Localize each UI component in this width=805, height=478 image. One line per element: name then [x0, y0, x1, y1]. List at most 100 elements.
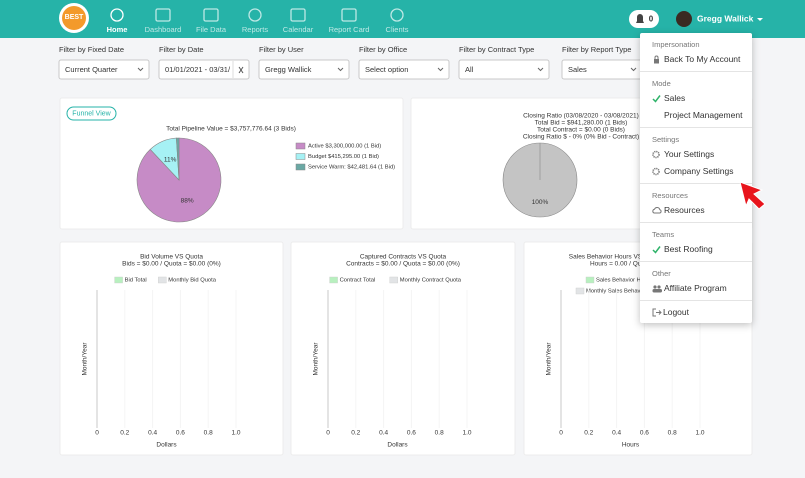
menu-item[interactable]: Back To My Account — [640, 51, 752, 68]
menu-item-label: Best Roofing — [664, 244, 713, 254]
avatar[interactable] — [676, 11, 692, 27]
x-tick-label: 0.4 — [379, 430, 388, 437]
pie-slice — [176, 137, 180, 181]
nav-item[interactable]: Clients — [386, 8, 409, 34]
user-name[interactable]: Gregg Wallick — [697, 13, 754, 23]
x-tick-label: 0.8 — [435, 430, 444, 437]
logo-inner — [62, 6, 86, 30]
button-frame — [66, 106, 117, 121]
nav-icon — [110, 8, 124, 22]
nav-item[interactable]: File Data — [196, 8, 227, 34]
menu-icon — [652, 111, 663, 120]
menu-icon — [652, 167, 660, 176]
chart-subtitle: Closing Ratio $ - 0% (0% Bid - Contract) — [523, 134, 639, 141]
arrow — [656, 309, 662, 315]
nav-item[interactable]: Report Card — [329, 8, 370, 34]
menu-heading: Other — [652, 269, 671, 278]
nav-item[interactable]: Calendar — [283, 8, 314, 34]
menu-item[interactable]: Best Roofing — [640, 241, 752, 258]
filter-control[interactable]: Sales — [561, 59, 643, 80]
x-tick-label: 1.0 — [695, 430, 704, 437]
menu-heading: Teams — [652, 230, 675, 239]
x-axis-label: Dollars — [156, 442, 177, 449]
menu-heading: Impersonation — [652, 40, 700, 49]
x-tick-label: 0.6 — [407, 430, 416, 437]
x-tick-label: 0.4 — [612, 430, 621, 437]
chart-subtitle: Total Bid = $941,280.00 (1 Bids) — [535, 120, 628, 127]
nav-item[interactable]: Home — [107, 8, 128, 34]
legend-swatch — [295, 153, 306, 160]
x-axis-label: Hours — [622, 442, 640, 449]
menu-item[interactable]: Resources — [640, 202, 752, 219]
chart-title: Total Pipeline Value = $3,757,776.64 (3 … — [166, 126, 296, 133]
nav-label: File Data — [196, 25, 227, 34]
nav-label: Calendar — [283, 25, 314, 34]
x-tick-label: 0.4 — [148, 430, 157, 437]
menu-item-label: Back To My Account — [664, 54, 741, 64]
filter-control[interactable]: All — [458, 59, 550, 80]
menu-heading: Mode — [652, 79, 671, 88]
legend-label: Active $3,300,000.00 (1 Bid) — [308, 144, 381, 150]
filter-control[interactable]: 01/01/2021 - 03/31/ — [158, 59, 250, 80]
card — [290, 241, 516, 456]
legend-label: Monthly Bid Quota — [168, 278, 216, 284]
menu-item[interactable]: Logout — [640, 301, 752, 323]
chart-subtitle: Hours = 0.00 / Quota = 0.00 (0%) — [590, 261, 686, 268]
bodies — [652, 289, 662, 293]
menu-item[interactable]: Project Management — [640, 107, 752, 124]
filter-control[interactable]: Current Quarter — [58, 59, 150, 80]
menu-icon — [654, 55, 659, 64]
menu-section: Other Affiliate Program — [640, 262, 752, 301]
menu-item[interactable]: Sales — [640, 90, 752, 107]
nav-icon — [390, 8, 404, 22]
door — [652, 308, 656, 316]
gear — [652, 150, 660, 159]
head — [657, 285, 661, 289]
legend-swatch — [329, 276, 338, 284]
nav-label: Report Card — [329, 25, 370, 34]
menu-item-label: Company Settings — [664, 166, 734, 176]
nav-label: Reports — [242, 25, 269, 34]
menu-item-label: Your Settings — [664, 149, 715, 159]
menu-icon — [652, 246, 661, 254]
nav-item[interactable]: Reports — [242, 8, 269, 34]
notification-count: 0 — [649, 15, 654, 24]
x-axis-label: Dollars — [387, 442, 408, 449]
x-tick-label: 0.2 — [120, 430, 129, 437]
user-caret — [757, 18, 763, 21]
logo-text: BEST — [65, 14, 84, 21]
filter-control[interactable]: Select option — [358, 59, 450, 80]
card — [59, 241, 284, 456]
top-bar — [0, 0, 805, 38]
slice-label: 88% — [181, 197, 194, 204]
funnel-button[interactable]: Funnel View — [66, 106, 117, 121]
legend-swatch — [575, 287, 585, 295]
filter-label: Filter by Contract Type — [459, 45, 534, 54]
menu-item[interactable]: Company Settings — [640, 163, 752, 180]
notification-pill[interactable] — [629, 10, 659, 28]
menu-item[interactable]: Affiliate Program — [640, 280, 752, 297]
menu-section: Teams Best Roofing — [640, 223, 752, 262]
slice-label: 11% — [164, 156, 177, 163]
filter-label: Filter by User — [259, 45, 304, 54]
nav-icon — [203, 8, 219, 22]
menu-item[interactable]: Your Settings — [640, 146, 752, 163]
nav-label: Clients — [386, 25, 409, 34]
x-tick-label: 1.0 — [462, 430, 471, 437]
clear-x — [238, 66, 244, 74]
nav-item[interactable]: Dashboard — [145, 8, 182, 34]
legend-label: Contract Total — [340, 278, 376, 284]
legend-swatch — [158, 276, 167, 284]
y-axis-label: Month/Year — [82, 342, 89, 376]
x-tick-label: 0.6 — [640, 430, 649, 437]
lock-body — [654, 59, 659, 64]
menu-item-label: Resources — [664, 205, 705, 215]
x-tick-label: 0 — [95, 430, 99, 437]
nav-icon — [248, 8, 262, 22]
filter-box — [58, 59, 150, 80]
chevron — [337, 67, 344, 72]
y-axis-label: Month/Year — [313, 342, 320, 376]
filter-value: All — [465, 65, 474, 74]
filter-control[interactable]: Gregg Wallick — [258, 59, 350, 80]
menu-icon — [652, 150, 660, 159]
